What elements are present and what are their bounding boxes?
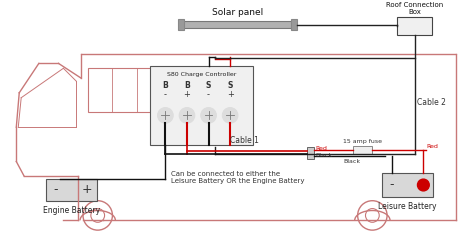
Bar (397, 17, 432, 35)
Text: Solar panel: Solar panel (212, 8, 263, 17)
Text: Red: Red (426, 144, 438, 149)
Bar (353, 146, 373, 154)
Bar (178, 19, 184, 30)
Text: +: + (183, 90, 191, 99)
Circle shape (157, 108, 173, 123)
Text: -: - (53, 183, 58, 196)
Text: Black: Black (316, 153, 333, 158)
Text: -: - (207, 90, 210, 99)
Bar (382, 173, 433, 197)
Text: Engine Battery: Engine Battery (43, 206, 100, 215)
Text: 15 amp fuse: 15 amp fuse (343, 139, 382, 144)
Circle shape (222, 108, 238, 123)
Circle shape (418, 179, 429, 191)
Text: Cable 1: Cable 1 (230, 136, 259, 145)
Bar (150, 66, 253, 145)
Circle shape (179, 108, 195, 123)
Text: +: + (82, 183, 92, 196)
Text: S: S (228, 82, 233, 91)
Text: +: + (227, 90, 234, 99)
Text: Cable 2: Cable 2 (418, 98, 447, 107)
Text: B: B (184, 82, 190, 91)
Bar (291, 19, 297, 30)
Text: Red: Red (316, 146, 328, 151)
Text: -: - (164, 90, 167, 99)
Text: B: B (163, 82, 168, 91)
Text: Black: Black (343, 159, 360, 164)
Circle shape (201, 108, 217, 123)
Text: Can be connected to either the
Leisure Battery OR the Engine Battery: Can be connected to either the Leisure B… (171, 171, 305, 184)
Bar (88, 68, 156, 112)
Text: S80 Charge Controller: S80 Charge Controller (166, 72, 236, 77)
Text: Roof Connection
Box: Roof Connection Box (386, 2, 443, 15)
Text: -: - (390, 178, 394, 191)
Text: S: S (206, 82, 211, 91)
Bar (181, 21, 294, 28)
Bar (307, 147, 313, 159)
Bar (46, 179, 97, 201)
Text: Leisure Battery: Leisure Battery (378, 202, 437, 211)
